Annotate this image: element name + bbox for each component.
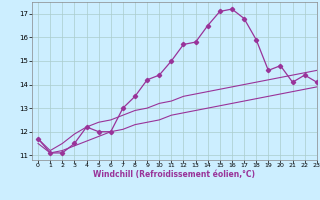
X-axis label: Windchill (Refroidissement éolien,°C): Windchill (Refroidissement éolien,°C) bbox=[93, 170, 255, 179]
